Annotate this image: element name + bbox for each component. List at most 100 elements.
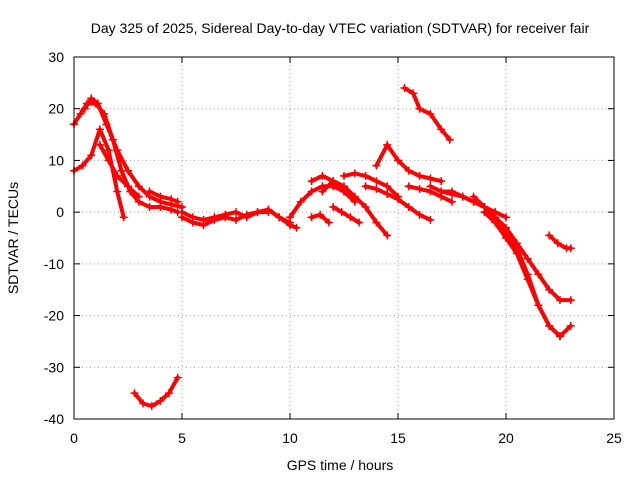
y-tick-label: -40: [44, 411, 64, 427]
data-point-marker: [156, 396, 165, 405]
data-point-marker: [292, 223, 301, 232]
data-point-marker: [93, 99, 102, 108]
data-point-marker: [394, 195, 402, 204]
data-point-marker: [87, 94, 96, 103]
data-point-marker: [113, 146, 122, 155]
data-point-marker: [383, 231, 392, 240]
data-point-marker: [307, 177, 316, 186]
data-point-marker: [221, 213, 230, 222]
series-arc-19: [400, 84, 454, 144]
data-point-marker: [104, 156, 113, 165]
x-tick-label: 15: [390, 430, 406, 446]
y-tick-label: 0: [56, 204, 64, 220]
data-point-marker: [324, 218, 333, 227]
data-point-marker: [316, 210, 325, 219]
data-point-marker: [512, 239, 521, 248]
data-point-marker: [437, 125, 446, 134]
data-point-marker: [134, 182, 143, 191]
data-point-marker: [372, 161, 381, 170]
data-point-marker: [534, 270, 543, 279]
axis-ticks: [73, 56, 615, 420]
series-band: [374, 142, 444, 184]
data-point-marker: [95, 125, 104, 134]
data-point-marker: [415, 171, 424, 180]
data-point-marker: [167, 195, 176, 204]
data-point-marker: [545, 231, 554, 240]
series-arc-20: [426, 182, 489, 211]
data-point-marker: [165, 389, 173, 398]
data-point-marker: [361, 203, 370, 211]
y-tick-label: 10: [48, 152, 64, 168]
data-point-marker: [383, 190, 392, 198]
data-point-marker: [415, 210, 424, 219]
data-point-marker: [156, 192, 165, 201]
series-band: [147, 189, 180, 204]
data-point-marker: [307, 213, 316, 222]
data-point-marker: [264, 205, 273, 214]
data-point-marker: [78, 161, 87, 170]
grid-lines: [74, 57, 614, 419]
data-point-marker: [372, 218, 381, 227]
x-tick-label: 0: [70, 430, 78, 446]
series-arc-3: [80, 94, 186, 211]
series-arc-12: [318, 177, 392, 240]
data-point-marker: [124, 182, 132, 191]
data-point-marker: [124, 166, 132, 175]
data-point-marker: [426, 174, 435, 183]
data-point-marker: [173, 197, 182, 206]
data-point-marker: [400, 84, 409, 92]
data-point-marker: [104, 146, 113, 155]
x-tick-labels: 0 5 10 15 20 25: [70, 430, 622, 446]
series-arc-16: [361, 182, 435, 224]
data-point-marker: [361, 171, 370, 180]
x-tick-label: 20: [498, 430, 514, 446]
data-point-marker: [329, 203, 338, 211]
series-arc-9: [264, 205, 301, 232]
x-axis-label: GPS time / hours: [287, 457, 394, 473]
data-point-marker: [139, 399, 148, 408]
data-point-marker: [350, 169, 359, 178]
data-point-marker: [296, 197, 305, 206]
data-point-marker: [426, 215, 435, 224]
data-point-marker: [502, 234, 510, 242]
series-arc-17: [372, 140, 446, 186]
data-point-marker: [232, 208, 240, 217]
y-tick-labels: -40 -30 -20 -10 0 10 20 30: [44, 49, 64, 427]
data-point-marker: [566, 296, 575, 305]
y-tick-label: -20: [44, 308, 64, 324]
data-point-marker: [426, 109, 435, 118]
data-point-marker: [566, 321, 575, 330]
data-point-marker: [361, 182, 370, 191]
data-point-marker: [545, 321, 554, 330]
data-point-marker: [329, 177, 338, 186]
x-tick-label: 5: [178, 430, 186, 446]
y-tick-label: -30: [44, 359, 64, 375]
y-tick-label: -10: [44, 256, 64, 272]
data-point-marker: [286, 221, 294, 230]
data-point-marker: [556, 296, 564, 305]
series-band: [132, 375, 180, 409]
data-point-marker: [76, 109, 85, 118]
data-point-marker: [350, 192, 359, 201]
data-point-marker: [173, 373, 182, 382]
data-point-marker: [523, 275, 532, 284]
y-axis-label: SDTVAR / TECUs: [5, 182, 21, 294]
data-point-marker: [491, 213, 500, 222]
data-point-marker: [87, 151, 96, 160]
data-point-marker: [437, 187, 446, 196]
data-point-marker: [340, 171, 348, 180]
series-band: [288, 184, 346, 220]
data-point-marker: [346, 213, 355, 222]
data-point-marker: [286, 213, 294, 222]
series-arc-24: [491, 213, 575, 305]
series-band: [402, 86, 452, 142]
data-point-marker: [232, 215, 240, 224]
data-point-marker: [534, 301, 543, 310]
data-point-marker: [210, 215, 219, 224]
data-point-marker: [448, 187, 456, 196]
x-tick-label: 25: [606, 430, 622, 446]
data-point-marker: [553, 239, 562, 248]
data-point-marker: [253, 208, 262, 217]
data-point-marker: [556, 332, 564, 341]
